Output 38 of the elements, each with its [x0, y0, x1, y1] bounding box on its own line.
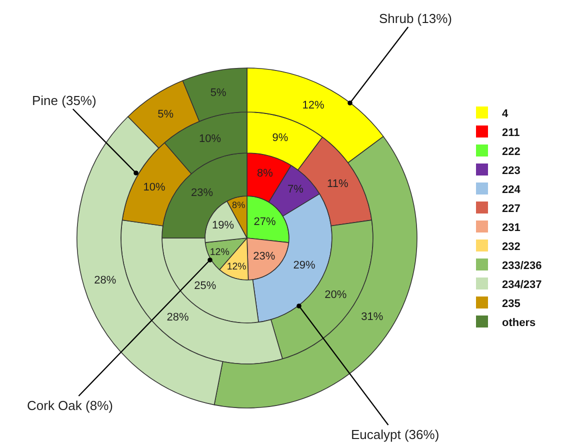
- data-label: 8%: [257, 168, 274, 180]
- data-label: 11%: [327, 178, 348, 190]
- data-label: 29%: [293, 259, 316, 272]
- data-label: 27%: [254, 216, 276, 228]
- legend-label: 224: [502, 184, 522, 196]
- data-label: 10%: [143, 181, 166, 194]
- data-label: 23%: [253, 250, 276, 263]
- text: Cork Oak (8%): [27, 398, 113, 413]
- legend-label: others: [502, 316, 536, 329]
- legend-label: 211: [502, 126, 520, 139]
- data-label: 7%: [288, 183, 304, 196]
- data-label: 9%: [272, 132, 288, 144]
- data-label: 28%: [166, 312, 190, 324]
- legend-label: 232: [502, 240, 520, 253]
- legend-label: 231: [502, 222, 520, 234]
- legend-label: 234/237: [502, 278, 542, 291]
- text: Eucalypt (36%): [351, 427, 440, 442]
- data-label: 25%: [194, 280, 216, 292]
- data-label: 10%: [199, 133, 222, 146]
- data-label: 31%: [361, 310, 384, 323]
- data-label: 19%: [212, 219, 234, 232]
- data-label: 5%: [158, 108, 174, 120]
- data-label: 28%: [94, 274, 116, 286]
- legend-label: 227: [502, 202, 520, 215]
- legend-label: 4: [502, 108, 509, 120]
- text: Pine (35%): [32, 93, 96, 108]
- data-label: 23%: [190, 187, 214, 200]
- legend-label: 222: [502, 146, 520, 158]
- data-label: 12%: [226, 262, 247, 273]
- data-label: 8%: [232, 200, 246, 210]
- data-label: 12%: [302, 100, 325, 112]
- legend-label: 223: [502, 164, 520, 177]
- legend-label: 233/236: [502, 260, 542, 272]
- data-label: 20%: [324, 289, 347, 302]
- legend-label: 235: [502, 298, 520, 310]
- data-label: 12%: [210, 246, 230, 258]
- text: Shrub (13%): [379, 11, 452, 26]
- data-label: 5%: [210, 86, 227, 99]
